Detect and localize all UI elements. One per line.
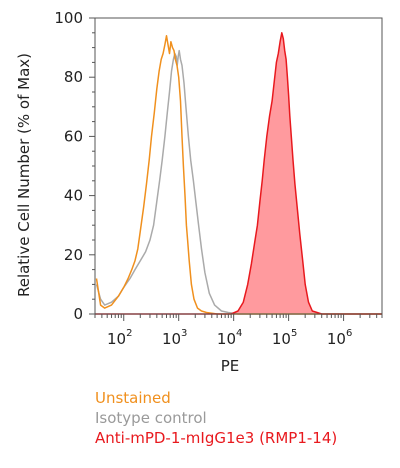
- x-axis: 102 103 104 105 106: [94, 314, 383, 348]
- y-tick-label-0: 0: [73, 305, 83, 323]
- x-tick-label: 103: [162, 328, 187, 348]
- series-line-0: [95, 35, 382, 315]
- legend-entry-isotype-control: Isotype control: [95, 409, 207, 427]
- y-tick-label-100: 100: [54, 9, 83, 27]
- y-tick-label-40: 40: [64, 187, 83, 205]
- y-tick-label-80: 80: [64, 68, 83, 86]
- legend-entry-unstained: Unstained: [95, 389, 171, 407]
- plot-series-layer: [95, 32, 382, 315]
- series-line-2: [95, 32, 382, 315]
- plot-frame: [94, 17, 383, 315]
- y-tick-label-20: 20: [64, 246, 83, 264]
- x-tick-label: 105: [272, 328, 297, 348]
- x-tick-label: 104: [217, 328, 242, 348]
- y-axis: 0 20 40 60 80 100: [54, 9, 95, 323]
- x-tick-label: 102: [107, 328, 132, 348]
- series-line-1: [95, 49, 382, 315]
- legend-entry-anti-mpd-1: Anti-mPD-1-mIgG1e3 (RMP1-14): [95, 429, 338, 447]
- histogram-chart: 0 20 40 60 80 100 102 103 104 105 106 PE Relative…: [15, 9, 383, 375]
- x-axis-title: PE: [221, 357, 240, 375]
- x-tick-label: 106: [327, 328, 352, 348]
- y-tick-label-60: 60: [64, 127, 83, 145]
- legend: Unstained Isotype control Anti-mPD-1-mIg…: [95, 388, 337, 448]
- y-axis-title: Relative Cell Number (% of Max): [15, 53, 33, 297]
- series-fill-2: [95, 32, 382, 315]
